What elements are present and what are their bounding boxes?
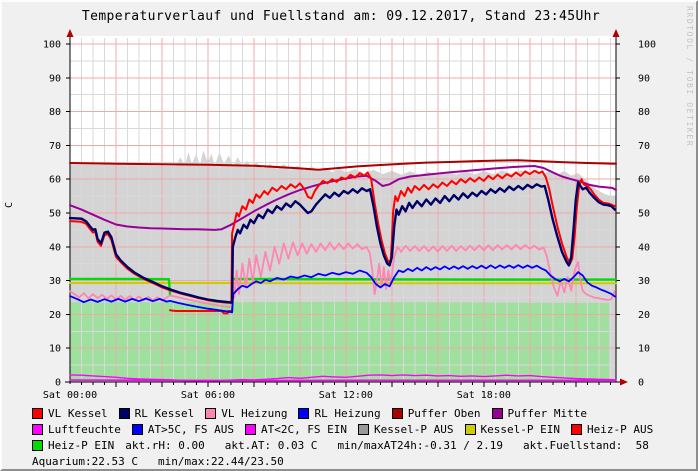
series-line-rl-heizung	[69, 264, 616, 314]
y-tick-label-right: 60	[638, 175, 650, 186]
legend-label: AT<2C, FS EIN	[260, 422, 348, 436]
legend-stat: Aquarium:22.53 C	[32, 455, 138, 468]
y-tick-label-left: 80	[49, 107, 61, 118]
legend-stat: min/max:22.44/23.50	[158, 455, 284, 468]
y-tick-label-right: 20	[638, 310, 650, 321]
legend-label: akt.Fuellstand: 58	[523, 438, 649, 452]
legend-label: Kessel-P EIN	[480, 422, 561, 436]
legend-label: min/max:22.44/23.50	[157, 454, 284, 468]
legend-label: RL Kessel	[134, 406, 195, 420]
legend-item: Heiz-P EIN	[32, 439, 114, 452]
series-area-fuellstand-area	[70, 301, 610, 382]
y-tick-label-right: 70	[638, 141, 650, 152]
legend-item: Luftfeuchte	[32, 423, 121, 436]
legend-label: RL Heizung	[314, 406, 381, 420]
legend-label: Aquarium:22.53 C	[32, 454, 138, 468]
legend-label: Kessel-P AUS	[374, 422, 454, 436]
rrdtool-watermark: RRDTOOL / TOBI OETIKER	[685, 6, 694, 148]
y-axis-arrow-right	[612, 29, 620, 37]
series-line-puffer-oben	[69, 159, 617, 171]
legend-item: VL Heizung	[205, 407, 287, 420]
legend-label: akt.AT: 0.03 C	[224, 438, 318, 452]
y-tick-label-left: 60	[49, 175, 61, 186]
legend-row-4: Aquarium:22.53 C min/max:22.44/23.50	[32, 453, 669, 469]
y-tick-label-left: 30	[49, 276, 61, 287]
y-tick-label-right: 50	[638, 209, 650, 220]
legend-swatch-icon	[298, 407, 310, 419]
legend-stat: akt.Fuellstand: 58	[523, 439, 649, 452]
legend-swatch-icon	[32, 423, 43, 435]
y-axis-arrow-left	[66, 29, 74, 37]
legend-label: min/maxAT24h:-0.31 / 2.19	[337, 438, 504, 452]
legend-swatch-icon	[131, 423, 143, 435]
legend-swatch-icon	[205, 407, 217, 419]
x-tick-label: Sat 06:00	[181, 390, 235, 401]
legend-row-1: VL Kessel RL Kessel VL Heizung RL Heizung Pu…	[32, 405, 669, 421]
legend-row-3: Heiz-P EIN akt.rH: 0.00 akt.AT: 0.03 C min/…	[32, 437, 669, 453]
legend-item: VL Kessel	[32, 407, 108, 420]
legend-label: Heiz-P EIN	[48, 438, 115, 452]
legend-label: Puffer Oben	[407, 406, 481, 420]
legend-swatch-icon	[491, 407, 503, 419]
legend-swatch-icon	[32, 439, 43, 451]
y-tick-label-left: 10	[49, 344, 61, 355]
legend-item: RL Heizung	[298, 406, 381, 420]
legend-swatch-icon	[32, 407, 43, 419]
x-axis-arrow	[620, 378, 628, 386]
y-axis-unit-label: C	[4, 202, 15, 209]
series-line-rl-kessel	[68, 181, 617, 304]
legend: VL Kessel RL Kessel VL Heizung RL Heizung Pu…	[32, 405, 669, 469]
y-tick-label-left: 70	[49, 141, 61, 152]
y-tick-label-right: 0	[638, 378, 644, 389]
y-tick-label-right: 40	[638, 242, 650, 253]
y-tick-label-left: 100	[43, 40, 61, 51]
y-tick-label-left: 90	[49, 73, 61, 84]
y-tick-label-right: 90	[638, 73, 650, 84]
chart-title: Temperaturverlauf und Fuellstand am: 09.…	[81, 9, 601, 24]
legend-swatch-icon	[118, 407, 130, 419]
legend-label: VL Kessel	[48, 406, 108, 420]
legend-label: VL Heizung	[221, 406, 288, 420]
legend-item: AT>5C, FS AUS	[131, 422, 234, 436]
chart-plot-svg: 0 0 10 10 20 20 30 30 40 40 50 50 60 60 70 70 80 80 90 90 10…	[43, 29, 656, 401]
legend-item: Kessel-P EIN	[464, 422, 561, 436]
legend-label: akt.rH: 0.00	[125, 438, 205, 452]
legend-swatch-icon	[391, 407, 403, 419]
legend-swatch-icon	[464, 423, 476, 435]
series-line-vl-heizung	[69, 241, 616, 308]
y-tick-label-right: 100	[638, 40, 656, 51]
y-tick-label-right: 30	[638, 276, 650, 287]
y-tick-label-right: 80	[638, 107, 650, 118]
legend-item: RL Kessel	[118, 406, 195, 420]
legend-swatch-icon	[571, 423, 583, 435]
legend-label: AT>5C, FS AUS	[147, 422, 234, 436]
x-tick-label: Sat 12:00	[319, 390, 373, 401]
x-tick-label: Sat 18:00	[457, 390, 511, 401]
legend-item: AT<2C, FS EIN	[244, 422, 348, 436]
legend-row-2: Luftfeuchte AT>5C, FS AUS AT<2C, FS EIN Kes…	[32, 421, 669, 437]
y-tick-label-left: 40	[49, 242, 61, 253]
y-tick-label-left: 50	[49, 209, 61, 220]
x-tick-label: Sat 00:00	[43, 390, 97, 401]
y-tick-label-left: 0	[55, 378, 61, 389]
legend-stat: akt.rH: 0.00	[125, 439, 204, 452]
legend-item: Puffer Oben	[391, 406, 481, 420]
y-tick-label-right: 10	[638, 344, 650, 355]
legend-label: Luftfeuchte	[48, 422, 121, 436]
legend-swatch-icon	[244, 423, 256, 435]
y-tick-label-left: 20	[49, 310, 61, 321]
legend-item: Kessel-P AUS	[358, 422, 454, 436]
legend-stat: min/maxAT24h:-0.31 / 2.19	[337, 439, 503, 452]
legend-item: Puffer Mitte	[491, 406, 588, 420]
legend-label: Heiz-P AUS	[587, 422, 654, 436]
legend-label: Puffer Mitte	[507, 406, 588, 420]
legend-swatch-icon	[358, 423, 370, 435]
legend-stat: akt.AT: 0.03 C	[225, 439, 318, 452]
legend-item: Heiz-P AUS	[571, 423, 653, 436]
